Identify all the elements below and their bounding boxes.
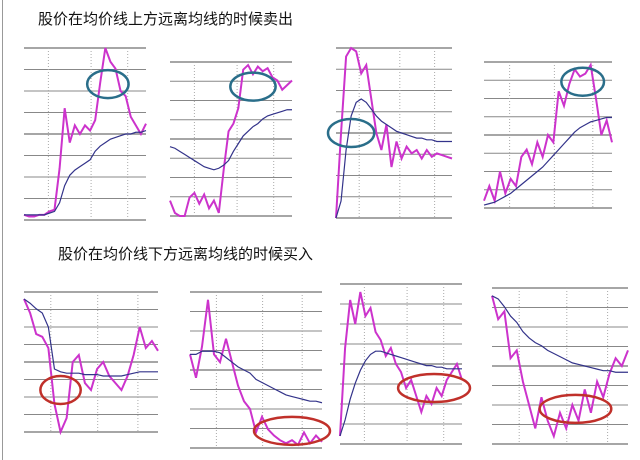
price-line-7 — [339, 291, 463, 437]
price-line-8 — [491, 295, 629, 440]
highlight-ellipse-2 — [229, 71, 277, 102]
average-line-2 — [169, 109, 292, 171]
highlight-ellipse-1 — [85, 68, 130, 100]
window-border — [2, 0, 3, 460]
price-line-6 — [189, 299, 323, 447]
highlight-ellipse-8 — [538, 393, 613, 425]
price-line-4 — [483, 62, 613, 205]
price-line-2 — [169, 63, 293, 217]
highlight-ellipse-3 — [326, 117, 376, 149]
average-line-5 — [23, 298, 158, 377]
price-line-3 — [335, 46, 453, 219]
highlight-ellipse-7 — [396, 372, 472, 404]
average-line-6 — [190, 350, 323, 404]
sell-title: 股价在均价线上方远离均线的时候卖出 — [38, 10, 294, 28]
average-line-4 — [483, 116, 612, 206]
average-line-1 — [24, 129, 147, 216]
average-line-3 — [335, 98, 452, 219]
average-line-8 — [491, 295, 628, 373]
average-line-7 — [339, 350, 462, 437]
highlight-ellipse-6 — [252, 415, 332, 447]
highlight-ellipse-5 — [39, 374, 82, 406]
price-line-5 — [23, 298, 159, 436]
highlight-ellipse-4 — [560, 66, 606, 97]
buy-title: 股价在均价线下方远离均线的时候买入 — [58, 245, 314, 263]
